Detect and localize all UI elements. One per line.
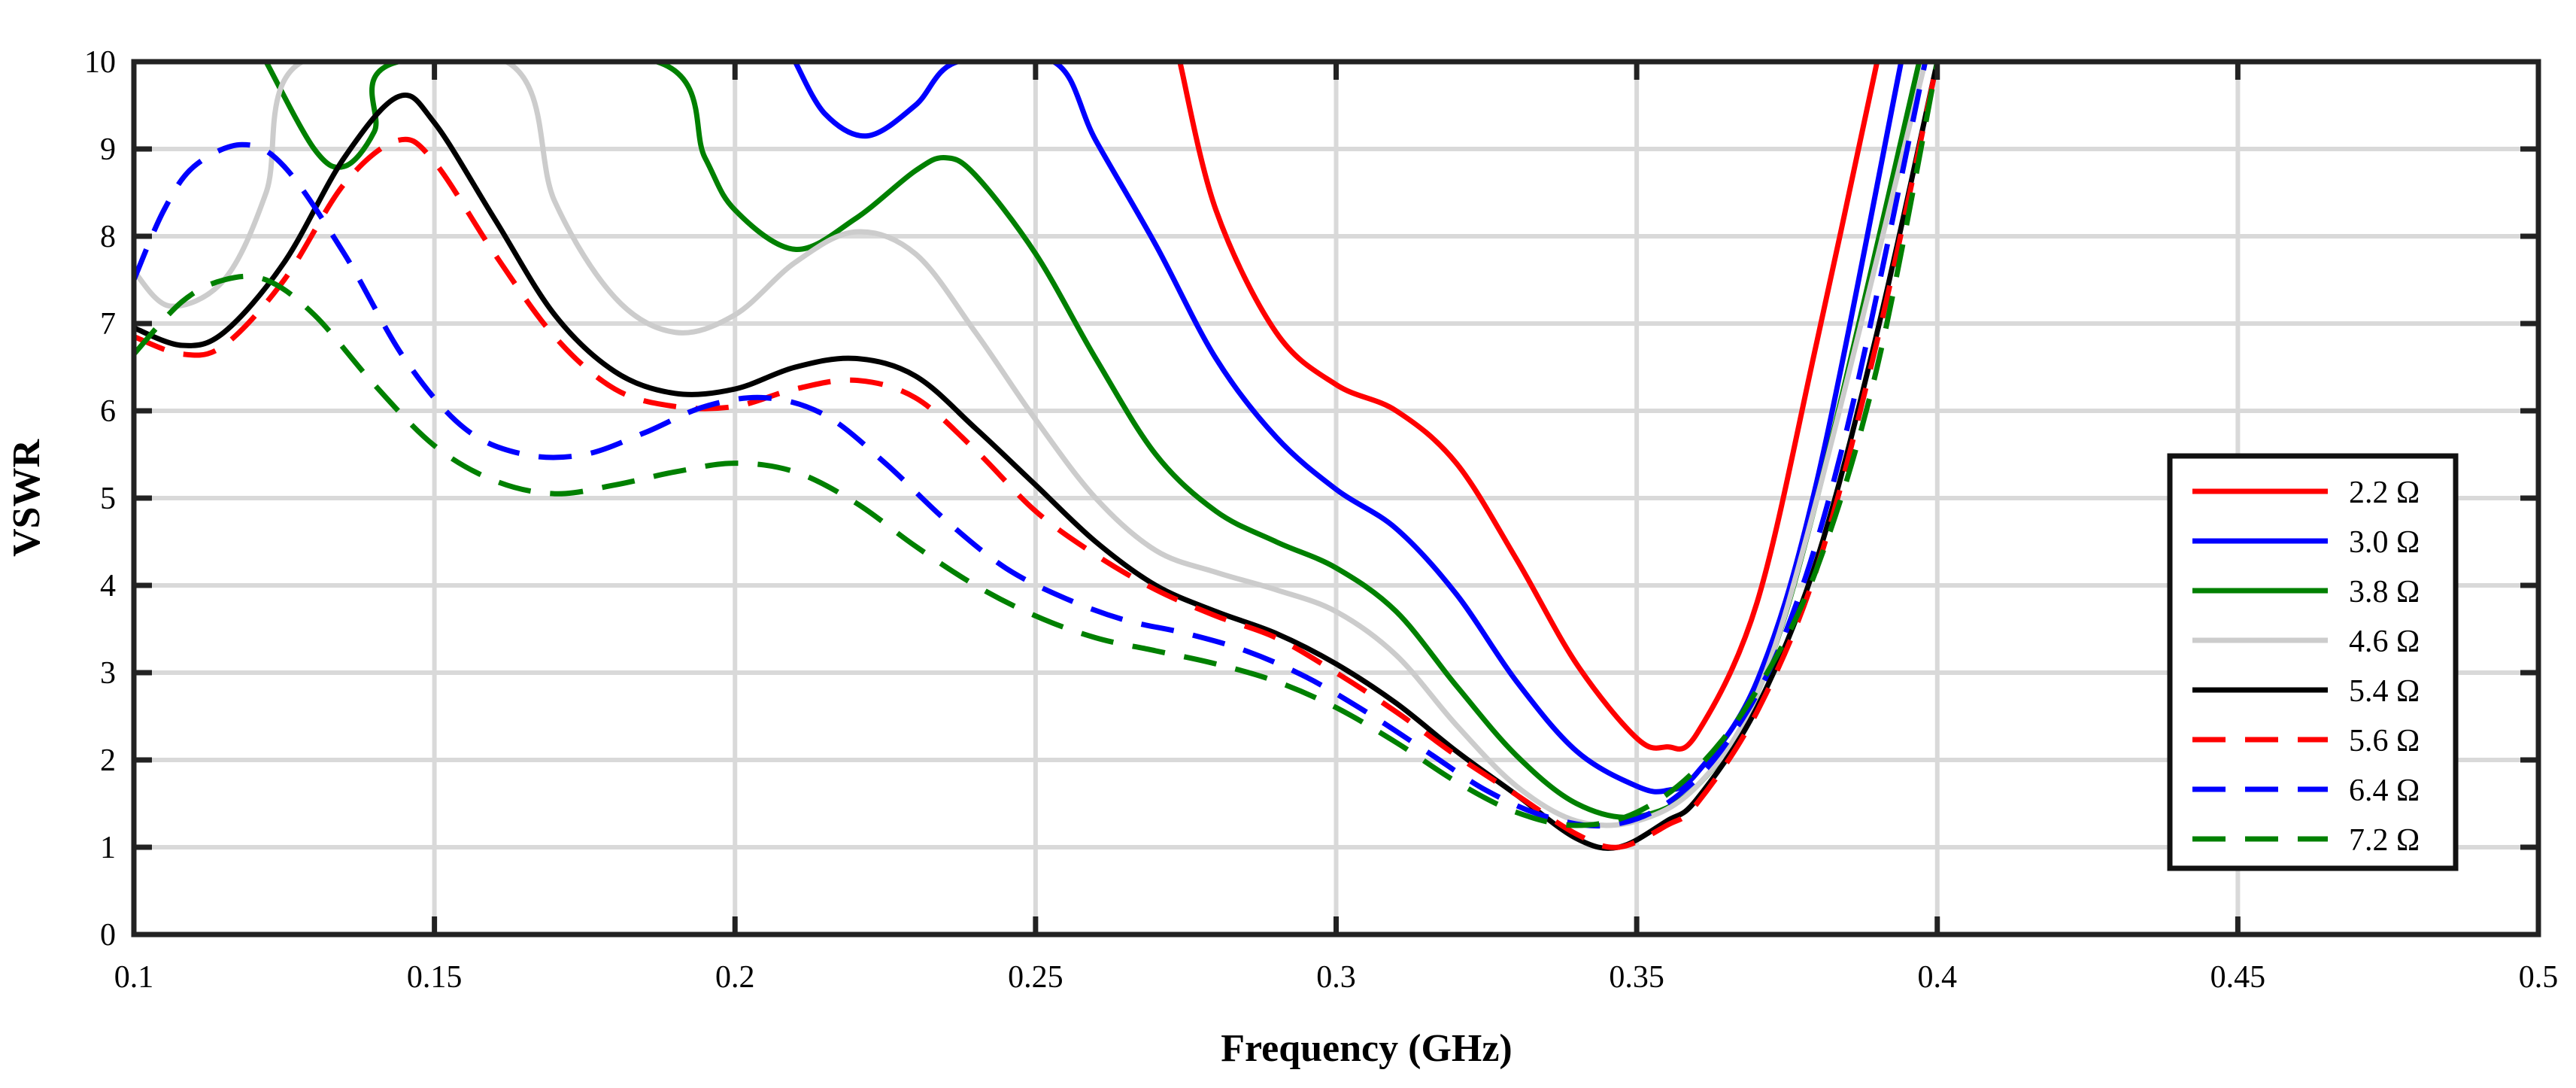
y-tick-label: 10: [84, 45, 116, 80]
legend-label: 5.4 Ω: [2349, 674, 2420, 709]
y-tick-label: 7: [100, 307, 116, 342]
legend-box: [2167, 453, 2459, 871]
series-line-6: [134, 62, 1940, 850]
series-line-4: [134, 62, 1928, 828]
series-line-7: [134, 62, 1928, 829]
y-tick-label: 3: [100, 656, 116, 691]
x-tick-label: 0.4: [1918, 960, 1958, 995]
x-tick-label: 0.15: [407, 960, 463, 995]
series-line-2: [793, 62, 1904, 795]
series-lines: [134, 62, 1940, 851]
x-tick-label: 0.5: [2519, 960, 2559, 995]
x-tick-label: 0.25: [1008, 960, 1063, 995]
series-line-8: [134, 62, 1940, 828]
grid: [134, 62, 2538, 935]
x-tick-label: 0.1: [114, 960, 154, 995]
y-tick-label: 0: [100, 918, 116, 953]
y-tick-label: 5: [100, 482, 116, 516]
y-tick-label: 8: [100, 220, 116, 254]
y-tick-label: 2: [100, 743, 116, 778]
x-axis-title: Frequency (GHz): [1221, 1027, 1513, 1070]
legend-label: 3.8 Ω: [2349, 575, 2420, 609]
legend-label: 2.2 Ω: [2349, 476, 2420, 510]
legend-label: 5.6 Ω: [2349, 724, 2420, 758]
legend-label: 7.2 Ω: [2349, 823, 2420, 858]
y-tick-label: 6: [100, 394, 116, 429]
series-line-1: [1177, 62, 1880, 752]
x-tick-label: 0.2: [715, 960, 755, 995]
y-tick-label: 9: [100, 132, 116, 167]
axis-ticks: 0.1 0.15 0.2 0.25 0.3 0.35 0.4 0.45 0.5 0 1 2 3 4 5 6 7 8…: [84, 45, 2558, 995]
legend: 2.2 Ω 3.0 Ω 3.8 Ω 4.6 Ω 5.4 Ω 5.6 Ω 6.4 Ω 7.2 Ω: [2167, 453, 2459, 871]
legend-label: 4.6 Ω: [2349, 625, 2420, 659]
x-tick-label: 0.45: [2210, 960, 2266, 995]
legend-label: 3.0 Ω: [2349, 525, 2420, 560]
y-tick-label: 1: [100, 831, 116, 865]
y-axis-title: VSWR: [5, 439, 48, 557]
x-tick-label: 0.3: [1316, 960, 1356, 995]
legend-label: 6.4 Ω: [2349, 773, 2420, 808]
x-tick-label: 0.35: [1609, 960, 1664, 995]
series-line-3: [263, 62, 1922, 820]
y-tick-label: 4: [100, 569, 116, 603]
